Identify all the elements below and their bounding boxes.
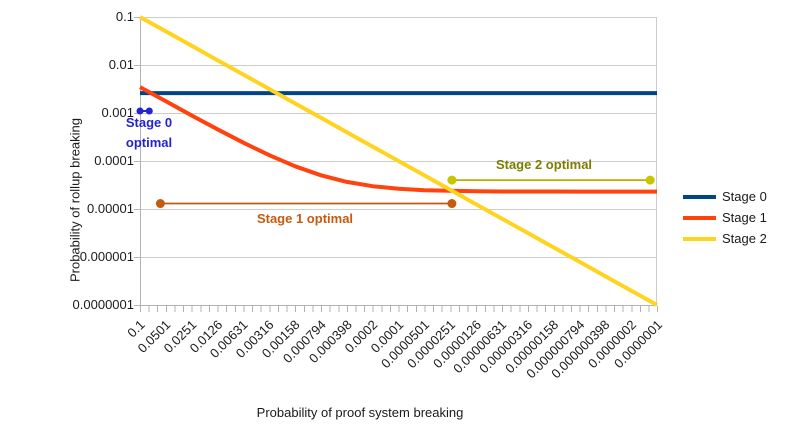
y-tick-mark <box>134 209 140 210</box>
gridline <box>140 65 657 66</box>
y-tick-mark <box>134 257 140 258</box>
legend-label-stage1: Stage 1 <box>722 210 767 225</box>
y-tick-mark <box>134 17 140 18</box>
annotation-stage0-optimal-label: Stage 0 optimal <box>117 113 181 153</box>
legend-swatch-stage2 <box>683 237 716 241</box>
y-tick-mark <box>134 65 140 66</box>
gridline <box>140 113 657 114</box>
gridline <box>140 257 657 258</box>
annotation-stage0-line2: optimal <box>125 135 173 150</box>
legend-item-stage1: Stage 1 <box>683 210 767 226</box>
annotation-stage2-end-dot <box>645 175 655 185</box>
y-tick-label: 0.000001 <box>79 249 134 264</box>
y-tick-label: 0.00001 <box>87 201 134 216</box>
legend-item-stage2: Stage 2 <box>683 231 767 247</box>
annotation-stage1-end-dot <box>155 199 165 209</box>
series-line-stage-1 <box>139 85 657 194</box>
annotation-stage1-end-dot <box>447 199 457 209</box>
gridline <box>140 209 657 210</box>
y-axis-line <box>140 17 141 312</box>
plot-right-border <box>656 17 657 306</box>
legend-item-stage0: Stage 0 <box>683 189 767 205</box>
x-axis-tick-marks <box>140 306 658 312</box>
legend-label-stage2: Stage 2 <box>722 231 767 246</box>
annotation-stage2-optimal-label: Stage 2 optimal <box>495 157 593 172</box>
y-tick-label: 0.0000001 <box>72 297 134 312</box>
y-tick-mark <box>134 161 140 162</box>
legend-swatch-stage0 <box>683 195 716 199</box>
legend-label-stage0: Stage 0 <box>722 189 767 204</box>
x-axis-title: Probability of proof system breaking <box>256 405 464 420</box>
legend: Stage 0 Stage 1 Stage 2 <box>683 189 767 247</box>
y-tick-label: 0.001 <box>101 105 134 120</box>
y-tick-mark <box>134 305 140 306</box>
y-tick-label: 0.01 <box>108 57 134 72</box>
annotation-stage1-optimal-label: Stage 1 optimal <box>256 211 354 226</box>
y-tick-label: 0.0001 <box>94 153 134 168</box>
gridline <box>140 17 657 18</box>
y-tick-label: 0.1 <box>115 9 134 24</box>
annotation-stage2-end-dot <box>447 175 457 185</box>
annotation-stage0-line1: Stage 0 <box>125 115 173 130</box>
legend-swatch-stage1 <box>683 216 716 220</box>
